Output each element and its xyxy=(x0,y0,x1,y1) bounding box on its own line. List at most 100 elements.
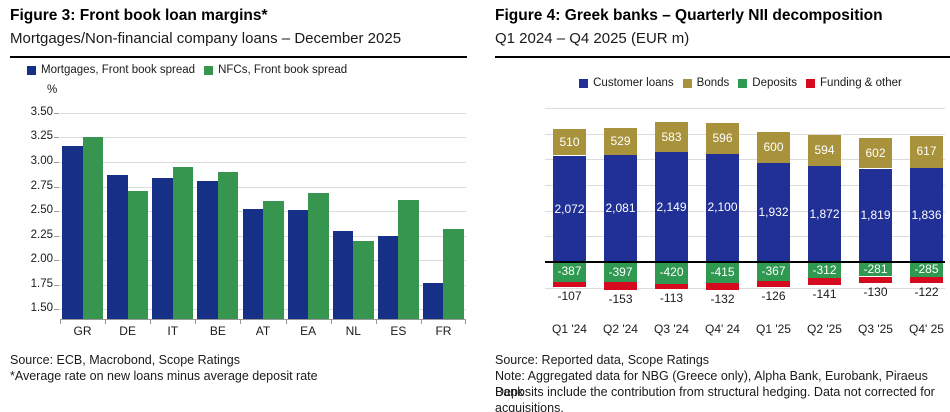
x-axis-label-be: BE xyxy=(209,324,226,338)
x-axis-label-fr: FR xyxy=(435,324,452,338)
value-label-bonds-q3-25: 602 xyxy=(865,145,886,160)
segment-funding-other-q4-25 xyxy=(910,276,943,283)
segment-deposits-q4-25 xyxy=(910,262,943,277)
figure4-legend: Customer loans Bonds Deposits Funding & oth… xyxy=(545,77,945,89)
x-axis-label-it: IT xyxy=(167,324,179,338)
segment-funding-other-q2-25 xyxy=(808,278,841,286)
y-axis-tick xyxy=(54,186,59,188)
x-axis-tick xyxy=(195,320,197,324)
segment-funding-other-q1-25 xyxy=(757,280,790,288)
legend-swatch-deposits xyxy=(738,78,748,88)
x-axis-label-at: AT xyxy=(255,324,271,338)
bar-es-mortgages-front-book-spread xyxy=(377,235,399,319)
bar-nl-mortgages-front-book-spread xyxy=(332,230,354,319)
value-label-funding-other-q1-25: -126 xyxy=(761,289,786,304)
figure3-panel: Figure 3: Front book loan margins* Mortg… xyxy=(10,7,467,383)
segment-funding-other-q2-24 xyxy=(604,282,637,291)
x-axis-tick xyxy=(150,320,152,324)
figure4-title: Figure 4: Greek banks – Quarterly NII de… xyxy=(495,7,883,24)
segment-deposits-q1-25 xyxy=(757,262,790,281)
legend-label-funding-other: Funding & other xyxy=(820,77,902,89)
segment-customer-loans-q4-25 xyxy=(910,167,943,262)
y-axis-label: 2.50 xyxy=(30,204,53,216)
segment-bonds-q3-24 xyxy=(655,121,688,152)
bar-ea-mortgages-front-book-spread xyxy=(287,210,309,319)
value-label-bonds-q3-24: 583 xyxy=(661,129,682,144)
value-label-customer-loans-q2-25: 1,872 xyxy=(809,206,840,221)
gridline xyxy=(60,186,466,188)
value-label-customer-loans-q3-25: 1,819 xyxy=(860,207,891,222)
value-label-deposits-q2-24: -397 xyxy=(608,265,633,279)
gridline xyxy=(545,159,945,161)
segment-customer-loans-q3-24 xyxy=(655,151,688,263)
y-axis-tick xyxy=(54,260,59,262)
segment-customer-loans-q1-25 xyxy=(757,162,790,262)
value-label-funding-other-q4-25: -122 xyxy=(914,284,939,299)
gridline xyxy=(60,161,466,163)
bar-it-nfcs-front-book-spread xyxy=(172,166,194,319)
segment-deposits-q2-24 xyxy=(604,262,637,283)
bar-at-mortgages-front-book-spread xyxy=(242,209,263,319)
y-axis-label: 1.50 xyxy=(30,302,53,315)
figure4-subtitle: Q1 2024 – Q4 2025 (EUR m) xyxy=(495,30,690,47)
x-axis-tick xyxy=(60,320,61,324)
bar-fr-mortgages-front-book-spread xyxy=(422,282,444,319)
bar-gr-nfcs-front-book-spread xyxy=(82,137,104,319)
x-axis-tick xyxy=(375,320,377,324)
y-axis-label: 3.25 xyxy=(30,130,53,143)
x-axis-label-nl: NL xyxy=(345,324,361,338)
bar-be-mortgages-front-book-spread xyxy=(197,180,218,319)
legend-label-nfcs-front-book-spread: NFCs, Front book spread xyxy=(218,64,348,76)
legend-item: Deposits xyxy=(738,77,797,89)
x-axis-label-q3-24: Q3 '24 xyxy=(654,322,689,336)
segment-funding-other-q1-24 xyxy=(553,281,586,288)
figure4-note-line-1: Note: Aggregated data for NBG (Greece on… xyxy=(495,369,928,399)
value-label-funding-other-q4-24: -132 xyxy=(710,292,735,307)
segment-funding-other-q3-25 xyxy=(859,276,892,284)
segment-bonds-q2-24 xyxy=(604,127,637,156)
figure4-note-line-2: Deposits include the contribution from s… xyxy=(495,385,935,412)
bar-ea-nfcs-front-book-spread xyxy=(308,193,329,319)
figure3-plot-area: 3.50 3.25 3.00 2.75 2.50 2.25 2.00 1.75 1.50 GR DE… xyxy=(31,104,466,338)
gridline xyxy=(545,107,945,109)
value-label-bonds-q2-25: 594 xyxy=(814,143,835,158)
segment-bonds-q4-25 xyxy=(910,135,943,168)
value-label-customer-loans-q1-24: 2,072 xyxy=(554,201,585,216)
legend-item: NFCs, Front book spread xyxy=(204,64,347,76)
value-label-customer-loans-q1-25: 1,932 xyxy=(758,204,789,219)
figure4-plot-area: 2,072 510 -387 -107 Q1 '24 2,081 529 -397 -153 Q2… xyxy=(545,100,945,336)
legend-swatch-funding-other xyxy=(806,78,816,88)
legend-label-customer-loans: Customer loans xyxy=(593,77,674,89)
segment-deposits-q4-24 xyxy=(706,262,739,284)
segment-customer-loans-q1-24 xyxy=(553,155,586,262)
segment-customer-loans-q2-24 xyxy=(604,155,637,263)
legend-item: Mortgages, Front book spread xyxy=(27,64,195,76)
segment-bonds-q4-24 xyxy=(706,123,739,154)
x-axis-label-ea: EA xyxy=(300,324,317,338)
x-axis-label-q3-25: Q3 '25 xyxy=(858,322,893,336)
y-axis-label: 2.00 xyxy=(30,253,53,266)
legend-swatch-customer-loans xyxy=(579,78,589,88)
gridline xyxy=(545,184,945,186)
gridline xyxy=(545,236,945,238)
bar-be-nfcs-front-book-spread xyxy=(217,171,239,319)
gridline xyxy=(60,137,466,139)
value-label-deposits-q1-24: -387 xyxy=(557,264,582,278)
value-label-bonds-q2-24: 529 xyxy=(610,133,631,148)
bar-fr-nfcs-front-book-spread xyxy=(443,228,464,319)
figure3-footnote: *Average rate on new loans minus average… xyxy=(10,369,318,383)
figure3-title: Figure 3: Front book loan margins* xyxy=(10,7,268,24)
bar-it-mortgages-front-book-spread xyxy=(152,177,173,319)
segment-deposits-q3-25 xyxy=(859,262,892,277)
x-axis-tick xyxy=(285,320,287,324)
x-axis-tick xyxy=(240,320,242,324)
x-axis-label-es: ES xyxy=(390,324,407,338)
value-label-customer-loans-q3-24: 2,149 xyxy=(656,199,687,214)
x-axis-label-q1-25: Q1 '25 xyxy=(756,322,791,336)
legend-label-bonds: Bonds xyxy=(696,77,730,89)
gridline xyxy=(545,287,945,289)
bar-de-nfcs-front-book-spread xyxy=(127,191,149,319)
x-axis-label-q4-25: Q4' 25 xyxy=(909,322,944,336)
value-label-funding-other-q3-24: -113 xyxy=(659,291,684,306)
segment-funding-other-q4-24 xyxy=(706,283,739,291)
